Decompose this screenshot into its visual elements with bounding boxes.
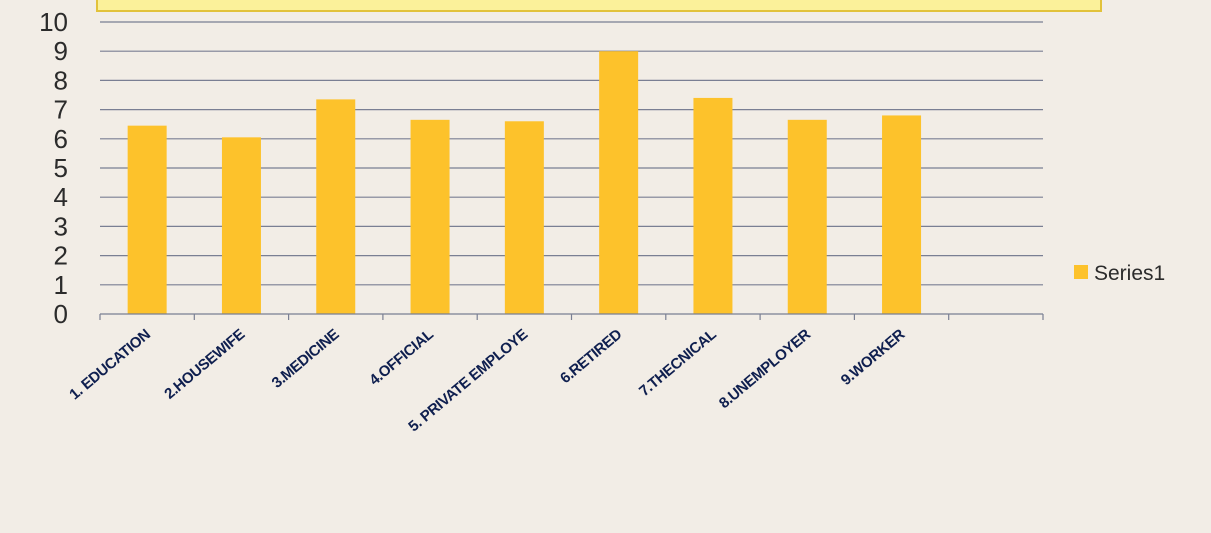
category-label: 7.THECNICAL xyxy=(636,326,720,400)
y-tick-label: 3 xyxy=(54,211,68,241)
y-tick-label: 8 xyxy=(54,65,68,95)
legend-label: Series1 xyxy=(1094,262,1165,285)
y-tick-label: 9 xyxy=(54,36,68,66)
bar xyxy=(599,51,639,314)
category-label: 3.MEDICINE xyxy=(269,326,343,392)
y-tick-label: 2 xyxy=(54,241,68,271)
category-label: 6.RETIRED xyxy=(557,326,626,387)
category-label: 8.UNEMPLOYER xyxy=(716,326,814,412)
legend: Series1 xyxy=(1074,262,1165,285)
bar xyxy=(787,119,827,314)
axes xyxy=(99,313,1044,320)
x-tick-labels: 1. EDUCATION 2.HOUSEWIFE 3.MEDICINE 4.OFFIC… xyxy=(66,326,908,436)
y-tick-label: 5 xyxy=(54,153,68,183)
legend-swatch xyxy=(1074,265,1088,279)
category-label: 4.OFFICIAL xyxy=(366,326,437,389)
y-tick-label: 1 xyxy=(54,270,68,300)
bar xyxy=(316,99,356,314)
y-tick-label: 0 xyxy=(54,299,68,329)
bars xyxy=(127,51,922,314)
category-label: 1. EDUCATION xyxy=(66,326,153,403)
bar xyxy=(127,125,167,314)
y-tick-label: 6 xyxy=(54,124,68,154)
bar xyxy=(882,115,922,314)
category-label: 9.WORKER xyxy=(838,326,909,389)
y-tick-label: 7 xyxy=(54,95,68,125)
bar xyxy=(410,119,450,314)
category-label: 2.HOUSEWIFE xyxy=(161,326,248,403)
y-tick-label: 10 xyxy=(39,7,68,37)
y-tick-label: 4 xyxy=(54,182,68,212)
bar xyxy=(504,121,544,314)
title-banner xyxy=(96,0,1102,12)
bar xyxy=(221,137,261,314)
bar xyxy=(693,97,733,314)
